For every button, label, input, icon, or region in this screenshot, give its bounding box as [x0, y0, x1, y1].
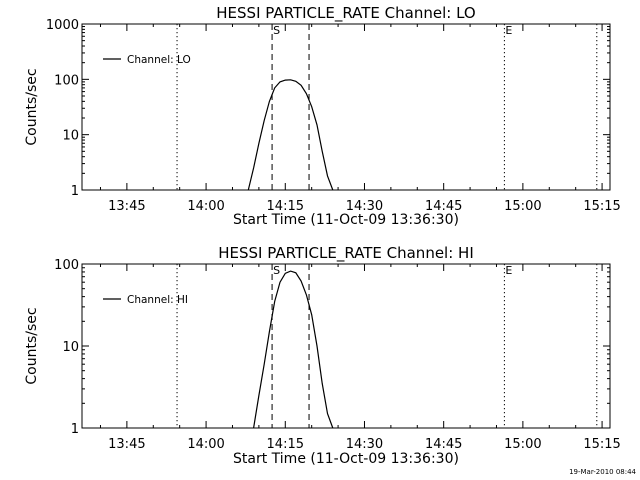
x-tick-label: 13:45 [108, 199, 145, 214]
marker-label: E [505, 24, 512, 37]
x-tick-label: 15:15 [583, 199, 620, 214]
x-tick-label: 15:00 [504, 199, 541, 214]
x-tick-label: 14:30 [346, 437, 383, 452]
y-axis-label: Counts/sec [24, 68, 40, 145]
chart-title: HESSI PARTICLE_RATE Channel: LO [216, 4, 475, 23]
marker-label: E [505, 264, 512, 277]
timestamp-label: 19-Mar-2010 08:44 [569, 468, 636, 476]
plot-frame [81, 23, 611, 191]
chart-panel-1: HESSI PARTICLE_RATE Channel: LOS E Channel… [24, 4, 621, 228]
marker-label: S [273, 264, 280, 277]
x-tick-label: 14:45 [425, 199, 462, 214]
x-axis-label: Start Time (11-Oct-09 13:36:30) [233, 451, 459, 467]
x-tick-label: 15:15 [583, 437, 620, 452]
plot-frame [81, 263, 611, 429]
x-tick-label: 15:00 [504, 437, 541, 452]
y-tick-label: 100 [54, 73, 79, 88]
series-line-1 [253, 270, 334, 429]
x-tick-label: 14:45 [425, 437, 462, 452]
y-axis-label: Counts/sec [24, 307, 40, 384]
x-tick-label: 13:45 [108, 437, 145, 452]
marker-label: S [273, 24, 280, 37]
x-tick-label: 14:30 [346, 199, 383, 214]
y-tick-label: 1 [71, 184, 79, 199]
y-tick-label: 10 [62, 340, 79, 355]
legend-label: Channel: HI [127, 294, 188, 306]
x-axis-label: Start Time (11-Oct-09 13:36:30) [233, 212, 459, 228]
series-line-1 [247, 79, 334, 191]
chart-panel-2: HESSI PARTICLE_RATE Channel: HIS E Channel… [24, 244, 621, 467]
y-tick-label: 1000 [46, 18, 79, 33]
y-tick-label: 10 [62, 129, 79, 144]
x-tick-label: 14:00 [187, 199, 224, 214]
y-tick-label: 1 [71, 422, 79, 437]
x-tick-label: 14:15 [267, 437, 304, 452]
legend-label: Channel: LO [127, 54, 191, 66]
y-tick-label: 100 [54, 258, 79, 273]
chart-title: HESSI PARTICLE_RATE Channel: HI [218, 244, 474, 263]
x-tick-label: 14:00 [187, 437, 224, 452]
x-tick-label: 14:15 [267, 199, 304, 214]
